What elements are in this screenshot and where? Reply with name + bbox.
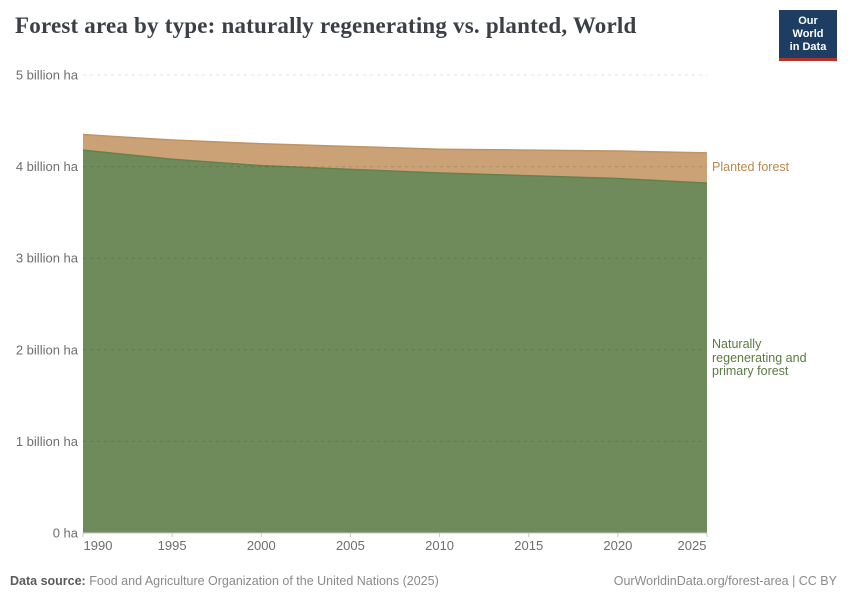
x-axis-tick-label: 2005: [336, 538, 365, 553]
data-source-label: Data source:: [10, 574, 86, 588]
series-label-line: regenerating and: [712, 350, 807, 365]
series-label-planted-forest: Planted forest: [712, 160, 790, 174]
line-naturally-regenerating-forest: [82, 149, 708, 184]
y-axis-tick-label: 2 billion ha: [16, 342, 79, 357]
chart-title: Forest area by type: naturally regenerat…: [15, 13, 637, 38]
area-naturally-regenerating-forest[interactable]: [83, 150, 707, 533]
series-label-naturally-regenerating: Naturally regenerating and primary fores…: [712, 337, 828, 379]
citation-link[interactable]: OurWorldinData.org/forest-area | CC BY: [613, 574, 837, 588]
x-axis-tick-label: 2000: [247, 538, 276, 553]
owid-logo[interactable]: Our World in Data: [779, 10, 837, 61]
x-axis-tick-label: 2015: [514, 538, 543, 553]
owid-logo-line1: Our World: [792, 15, 824, 40]
data-source-text: Food and Agriculture Organization of the…: [89, 574, 439, 588]
x-axis-tick-label: 2025: [678, 538, 707, 553]
y-axis-tick-label: 5 billion ha: [16, 68, 79, 83]
series-label-line: primary forest: [712, 364, 789, 378]
data-source-note: Data source: Food and Agriculture Organi…: [10, 574, 439, 588]
owid-logo-line2: in Data: [789, 41, 827, 53]
y-axis-tick-label: 3 billion ha: [16, 251, 79, 266]
x-axis-tick-label: 1990: [84, 538, 113, 553]
area-planted-forest[interactable]: [83, 134, 707, 184]
y-axis-tick-label: 4 billion ha: [16, 159, 79, 174]
x-axis-tick-label: 2010: [425, 538, 454, 553]
y-axis-tick-label: 0 ha: [53, 526, 79, 541]
x-axis-tick-label: 1995: [158, 538, 187, 553]
chart-footer: Data source: Food and Agriculture Organi…: [10, 574, 837, 588]
x-axis-tick-label: 2020: [603, 538, 632, 553]
y-axis-tick-label: 1 billion ha: [16, 434, 79, 449]
series-label-line: Naturally: [712, 337, 762, 351]
line-planted-forest: [82, 133, 708, 154]
